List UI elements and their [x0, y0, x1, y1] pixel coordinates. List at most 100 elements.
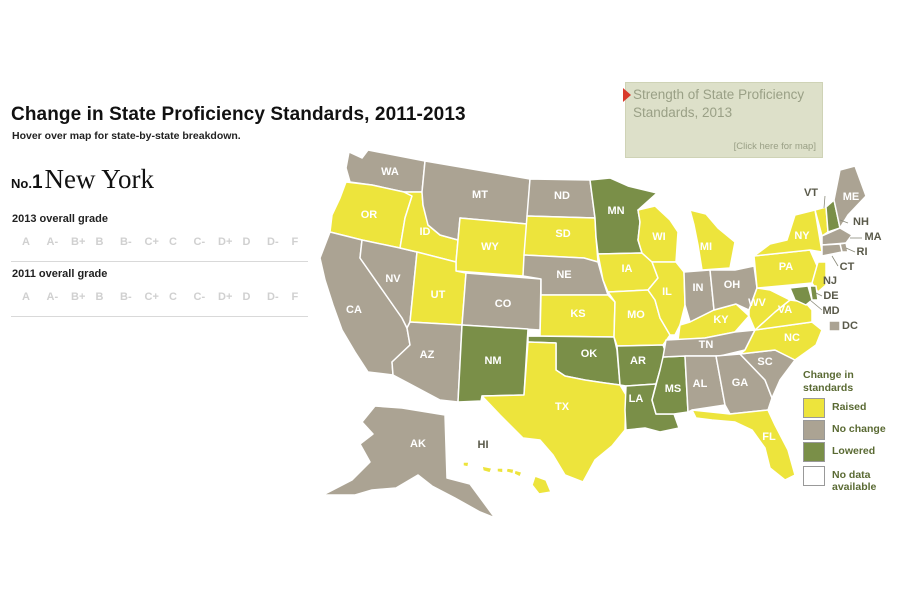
grade-option: D+ [218, 236, 233, 248]
legend-item-lowered: Lowered [803, 442, 892, 462]
state-IL[interactable] [647, 261, 686, 336]
grade-option: B [95, 236, 104, 248]
state-label-NJ: NJ [823, 275, 837, 287]
leader-line [809, 299, 823, 311]
state-label-AL: AL [693, 378, 708, 390]
state-NJ[interactable] [811, 261, 827, 293]
selected-state: No.1New York [11, 164, 154, 195]
state-label-KS: KS [570, 308, 585, 320]
state-DC[interactable] [828, 320, 841, 332]
state-label-PA: PA [779, 261, 794, 273]
grade-option: D [242, 236, 251, 248]
state-label-NV: NV [385, 273, 401, 285]
grade-2013-label: 2013 overall grade [12, 213, 109, 225]
state-label-AR: AR [630, 355, 646, 367]
grade-option: A [22, 236, 30, 248]
grade-option: B [95, 291, 104, 303]
selected-state-name: New York [44, 164, 155, 194]
state-label-WI: WI [652, 231, 665, 243]
state-label-OK: OK [581, 348, 598, 360]
rank-number: 1 [31, 172, 43, 193]
state-MD[interactable] [789, 285, 813, 306]
state-label-CA: CA [346, 304, 362, 316]
strength-link-action[interactable]: [Click here for map] [733, 141, 816, 152]
state-label-AZ: AZ [420, 349, 435, 361]
state-label-HI: HI [478, 439, 489, 451]
state-AK[interactable] [322, 405, 496, 519]
leader-line [815, 292, 823, 297]
state-label-SD: SD [555, 228, 570, 240]
state-label-NE: NE [556, 269, 571, 281]
divider [11, 316, 308, 317]
state-label-SC: SC [757, 356, 772, 368]
page-subtitle: Hover over map for state-by-state breakd… [12, 130, 241, 142]
grade-2011-label: 2011 overall grade [12, 268, 108, 280]
state-label-IN: IN [693, 282, 704, 294]
grade-option: F [291, 236, 299, 248]
legend-item-raised: Raised [803, 398, 892, 418]
state-label-CT: CT [840, 261, 855, 273]
grade-option: F [291, 291, 299, 303]
strength-map-link[interactable]: Strength of State Proficiency Standards,… [623, 82, 823, 158]
legend-label: No data available [832, 469, 877, 493]
state-MI[interactable] [689, 209, 736, 271]
state-label-WA: WA [381, 166, 399, 178]
grade-option: B- [120, 236, 132, 248]
state-label-VT: VT [804, 187, 818, 199]
grade-option: B+ [71, 236, 86, 248]
grade-option: A [22, 291, 30, 303]
state-label-ME: ME [843, 191, 860, 203]
grade-option: D- [267, 291, 279, 303]
state-label-MN: MN [607, 205, 624, 217]
rank-prefix: No. [11, 176, 32, 191]
grade-option: D- [267, 236, 279, 248]
state-label-OH: OH [724, 279, 741, 291]
state-label-CO: CO [495, 298, 512, 310]
state-label-VA: VA [778, 304, 793, 316]
state-TX[interactable] [481, 341, 627, 483]
state-label-OR: OR [361, 209, 378, 221]
legend-item-no-data: No data available [803, 466, 892, 493]
divider [11, 261, 308, 262]
grade-option: C- [193, 291, 206, 303]
state-label-MS: MS [665, 383, 682, 395]
grade-option: C [169, 291, 177, 303]
state-MA[interactable] [821, 227, 853, 246]
state-CT[interactable] [821, 243, 843, 257]
legend-swatch [803, 442, 825, 462]
state-label-MI: MI [700, 241, 712, 253]
state-label-FL: FL [762, 431, 776, 443]
state-label-NY: NY [794, 230, 810, 242]
state-label-IA: IA [622, 263, 633, 275]
state-label-NM: NM [484, 355, 501, 367]
state-label-NC: NC [784, 332, 800, 344]
state-label-WV: WV [748, 297, 766, 309]
grade-option: A- [46, 236, 59, 248]
leader-line [845, 247, 856, 253]
grade-option: C [169, 236, 177, 248]
state-AL[interactable] [684, 355, 726, 413]
grade-option: D+ [218, 291, 233, 303]
grade-2013-scale: A A- B+ B B- C+ C C- D+ D D- F [22, 236, 316, 248]
leader-line [831, 255, 839, 267]
legend-swatch [803, 420, 825, 440]
state-NY[interactable] [753, 209, 823, 257]
state-label-ND: ND [554, 190, 570, 202]
legend-swatch [803, 398, 825, 418]
grade-option: B- [120, 291, 132, 303]
state-label-RI: RI [857, 246, 868, 258]
legend-label: Raised [832, 401, 867, 413]
legend-swatch [803, 466, 825, 486]
state-label-TX: TX [555, 401, 570, 413]
state-label-MO: MO [627, 309, 645, 321]
state-label-MD: MD [822, 305, 839, 317]
legend-label: No change [832, 423, 886, 435]
state-FL[interactable] [691, 409, 796, 481]
state-label-ID: ID [420, 226, 431, 238]
grade-option: A- [46, 291, 59, 303]
state-HI[interactable] [462, 461, 552, 495]
strength-link-text: Strength of State Proficiency Standards,… [633, 87, 805, 120]
state-label-UT: UT [431, 289, 446, 301]
grade-option: B+ [71, 291, 86, 303]
